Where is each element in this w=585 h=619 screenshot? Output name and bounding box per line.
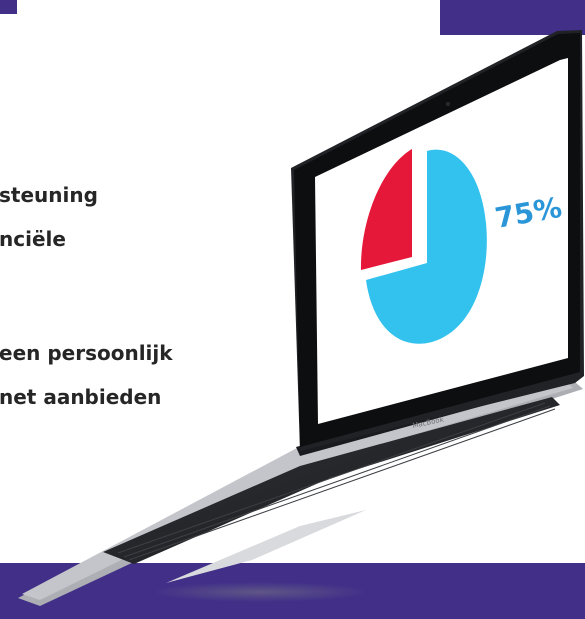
text-line-steuning: steuning <box>0 183 98 207</box>
hinge <box>296 370 577 456</box>
pie-slice-red <box>360 149 412 270</box>
camera-icon <box>446 102 450 106</box>
screen <box>315 58 568 424</box>
bottom-accent-band <box>0 563 585 619</box>
pie-slice-blue <box>366 149 487 344</box>
screen-bezel <box>294 33 580 447</box>
top-left-accent <box>0 0 17 14</box>
support-text: steuning nciële een persoonlijk net aanb… <box>0 0 300 563</box>
laptop-lid <box>291 30 584 451</box>
pie-percentage-label: 75% <box>492 191 564 235</box>
text-line-nciele: nciële <box>0 227 66 251</box>
brand-label: MacBook <box>412 415 445 430</box>
text-line-persoonlijk: een persoonlijk <box>0 341 173 365</box>
text-line-aanbieden: net aanbieden <box>0 385 162 409</box>
top-right-accent <box>440 0 585 35</box>
